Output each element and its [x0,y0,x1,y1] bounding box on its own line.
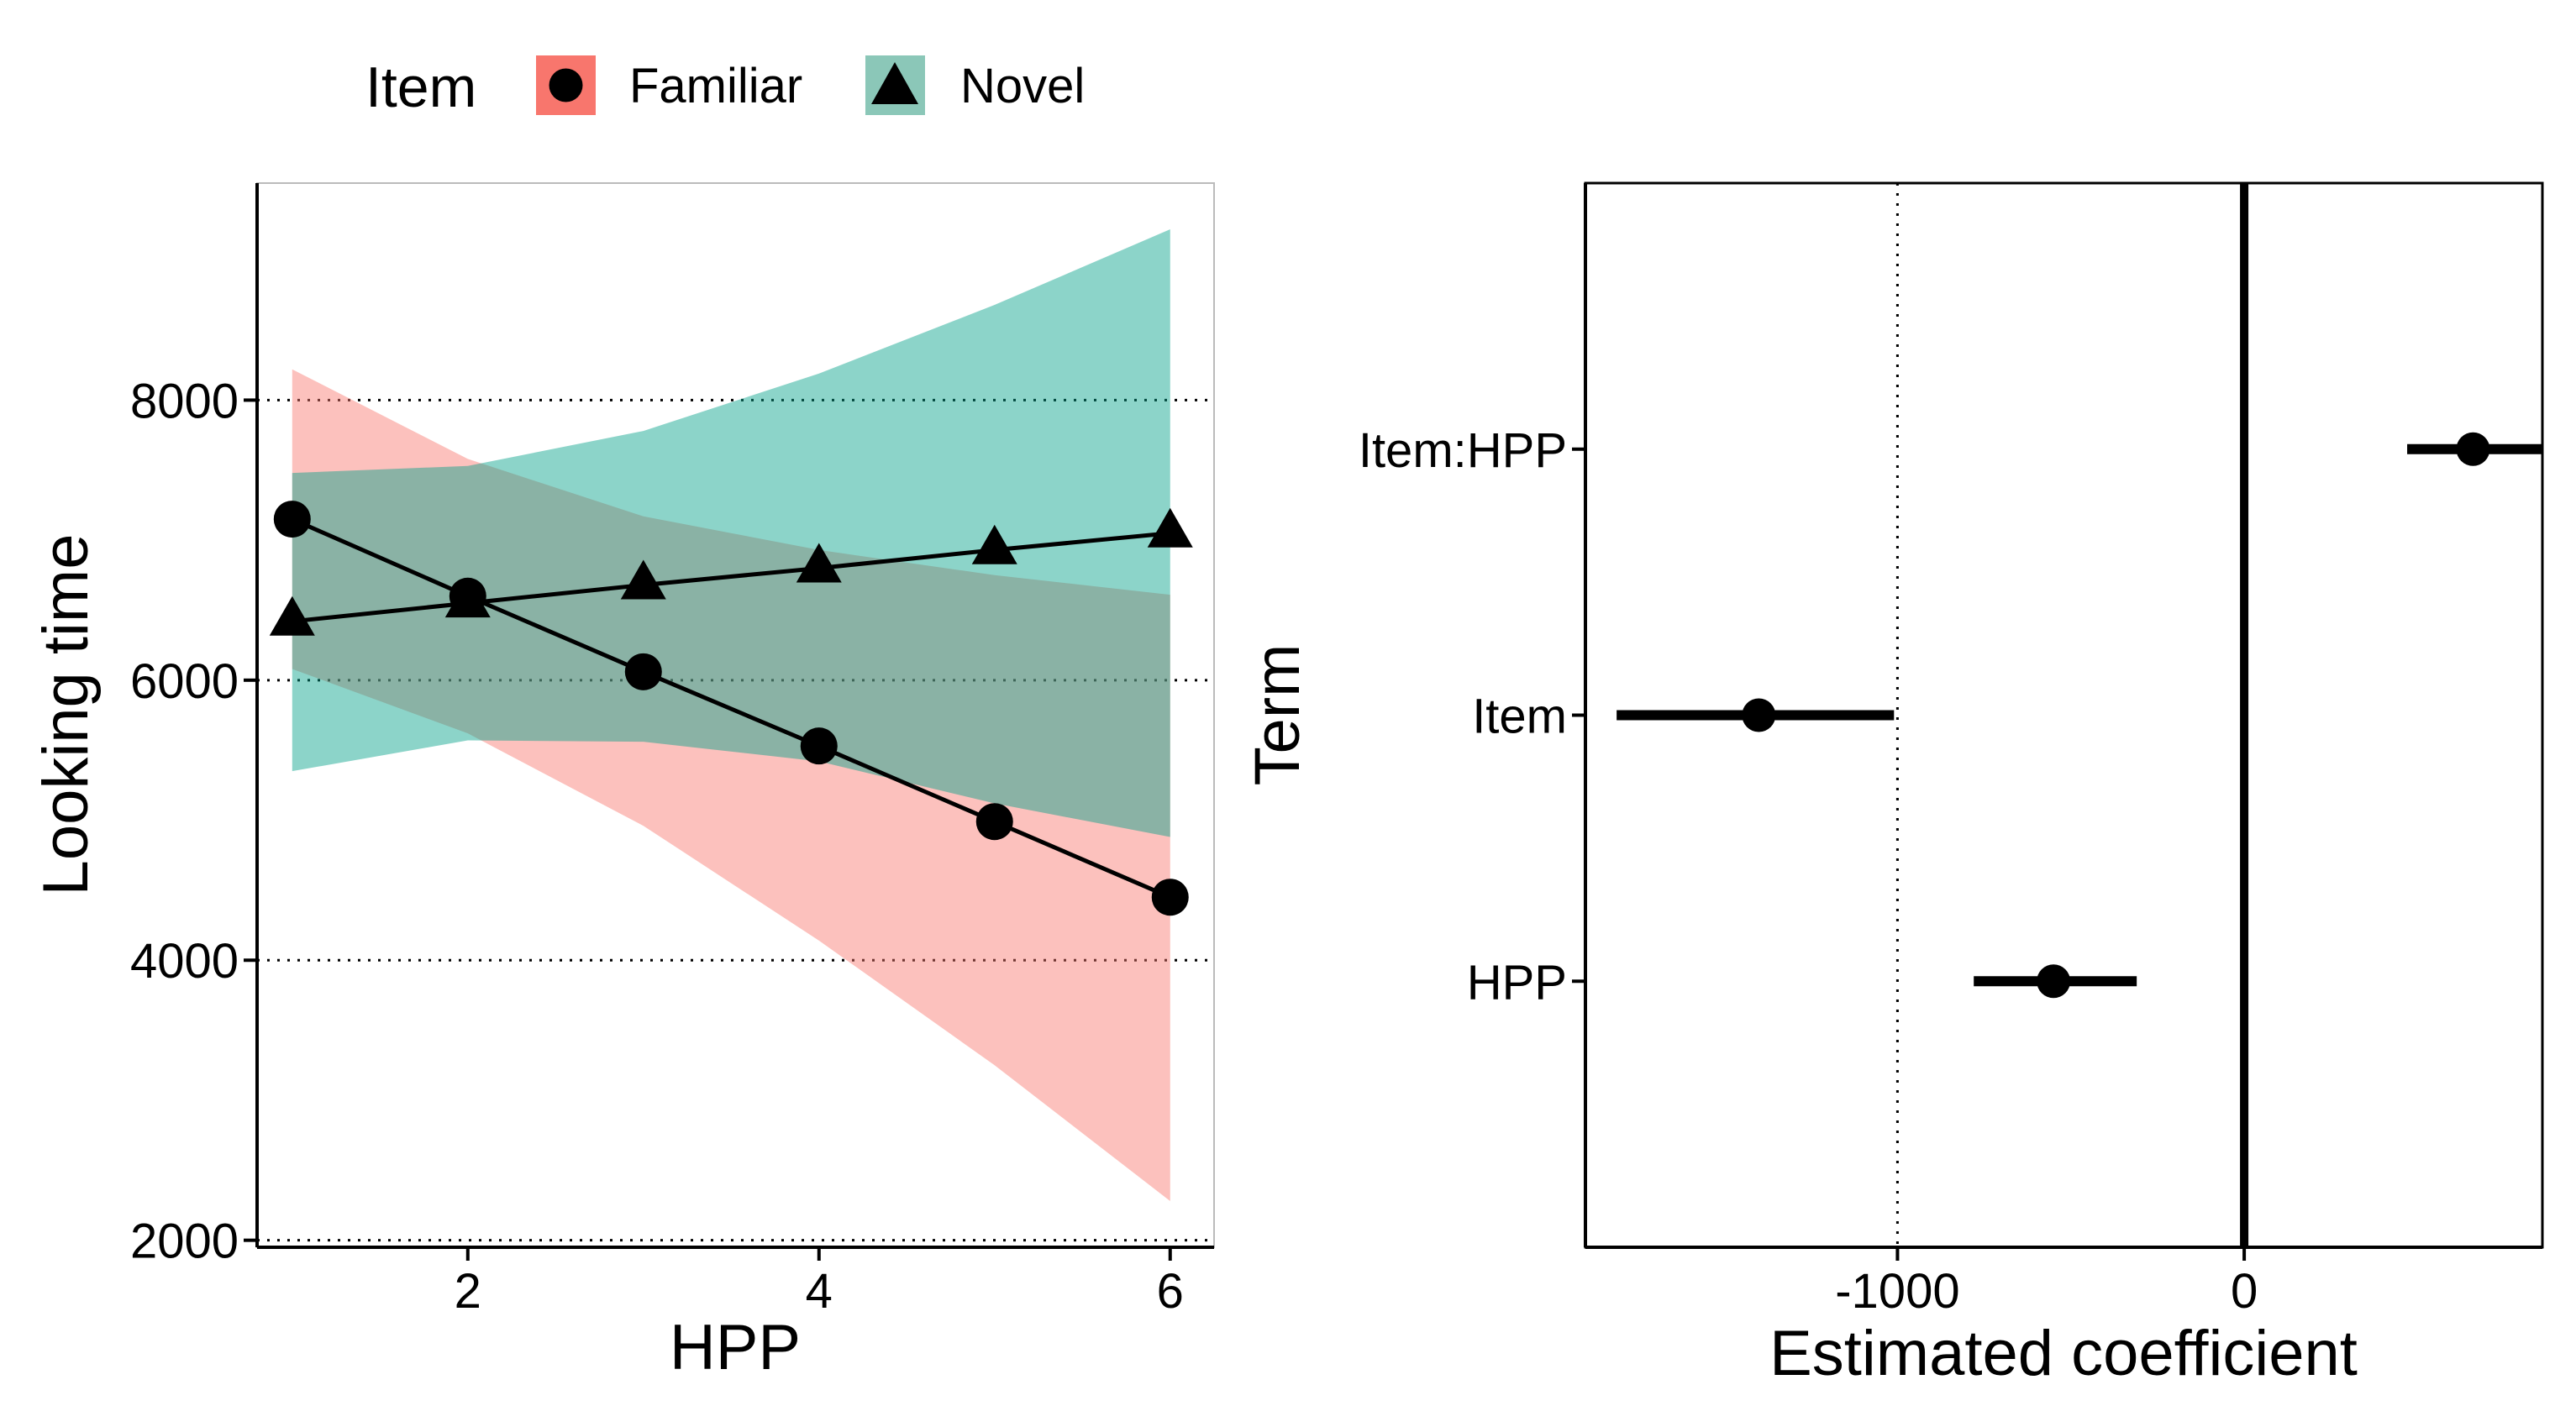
legend-label-familiar: Familiar [629,59,802,113]
coef-x-tick-label-1000: -1000 [1835,1264,1959,1319]
point-novel-3 [620,559,666,600]
x-tick-label-6: 6 [1157,1264,1184,1319]
ribbons [292,229,1170,1201]
y-tick-label-4000: 4000 [130,934,239,989]
point-familiar-4 [800,727,838,765]
estimate-hpp [2037,964,2071,999]
point-familiar-5 [975,803,1013,841]
right-x-axis-title: Estimated coefficient [1769,1318,2358,1389]
legend-key-novel-triangle-icon [871,62,918,104]
x-tick-label-4: 4 [806,1264,833,1319]
point-novel-4 [796,543,842,583]
point-novel-2 [444,578,491,618]
legend-title: Item [365,55,476,119]
left-x-ticks: 2 4 6 [455,1247,1184,1319]
estimate-item [1742,698,1776,732]
left-gridlines [257,398,1214,1242]
term-label-item: Item [1472,690,1567,744]
point-familiar-3 [624,653,662,690]
y-tick-label-2000: 2000 [130,1215,239,1269]
line-novel [292,531,1170,624]
point-familiar-1 [273,501,311,538]
term-label-hpp: HPP [1467,955,1567,1010]
ribbon-novel [292,229,1170,837]
coefficient-points [1742,432,2490,999]
ribbon-familiar [292,369,1170,1201]
point-familiar-6 [1151,879,1189,916]
series-points [269,501,1193,916]
line-familiar [291,517,1171,900]
point-novel-6 [1147,507,1193,548]
estimate-item-hpp [2456,432,2490,466]
point-novel-5 [971,524,1017,564]
right-y-axis-title: Term [1242,644,1313,786]
point-novel-1 [269,595,315,636]
series-lines [291,517,1171,900]
y-tick-label-6000: 6000 [130,654,239,709]
right-x-ticks: -1000 0 [1835,1247,2258,1319]
y-tick-label-8000: 8000 [130,374,239,428]
left-y-axis-title: Looking time [30,534,102,896]
term-label-item-hpp: Item:HPP [1359,423,1567,478]
coef-x-tick-label-0: 0 [2231,1264,2258,1319]
reference-lines [1895,183,2249,1247]
left-x-axis-title: HPP [670,1312,801,1383]
looking-time-panel: 2000 4000 6000 8000 2 4 6 HPP Looking time [30,182,1215,1383]
coefficient-panel: HPP Item Item:HPP -1000 0 Estimated coeffic… [1242,181,2544,1389]
legend: Item Familiar Novel [365,55,1085,119]
legend-key-familiar-circle-icon [549,68,583,102]
legend-label-novel: Novel [960,59,1085,113]
left-y-ticks: 2000 4000 6000 8000 [130,374,257,1269]
right-y-ticks: HPP Item Item:HPP [1359,423,1585,1010]
x-tick-label-2: 2 [455,1264,481,1319]
